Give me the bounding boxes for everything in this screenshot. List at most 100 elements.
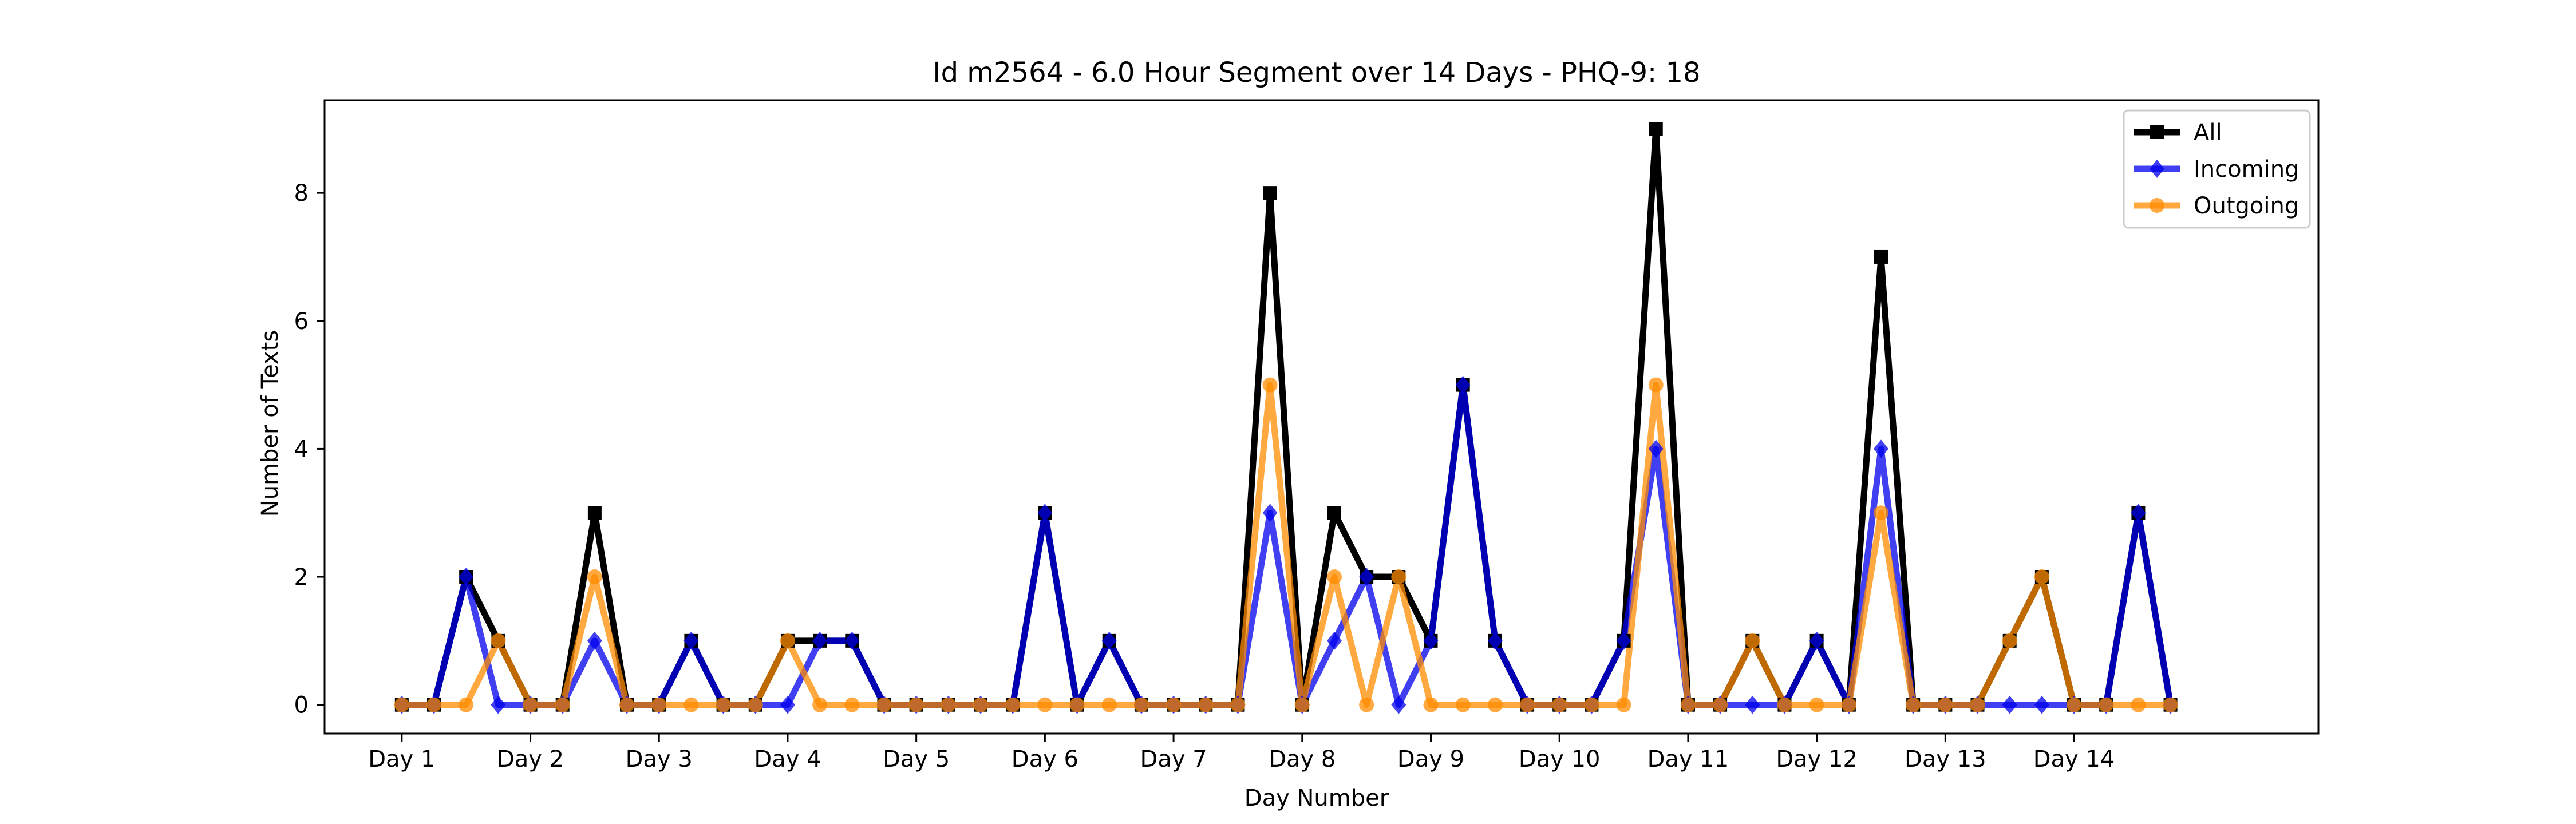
data-point-outgoing (941, 697, 956, 712)
data-point-outgoing (876, 697, 892, 712)
data-point-outgoing (1520, 697, 1535, 712)
data-point-all (1263, 186, 1277, 200)
data-point-outgoing (1455, 697, 1471, 712)
data-point-incoming (587, 631, 602, 650)
x-tick-label: Day 10 (1519, 746, 1601, 772)
data-point-outgoing (2131, 697, 2146, 712)
data-point-incoming (780, 695, 795, 714)
legend-label: Outgoing (2194, 193, 2299, 219)
data-point-incoming (812, 631, 828, 650)
data-point-incoming (1487, 631, 1503, 650)
data-point-outgoing (1391, 569, 1406, 585)
data-point-incoming (2034, 695, 2049, 714)
data-point-outgoing (683, 697, 699, 712)
data-point-all (1649, 122, 1663, 136)
x-tick-label: Day 7 (1140, 746, 1207, 772)
data-point-all (587, 506, 602, 520)
x-tick-label: Day 9 (1397, 746, 1464, 772)
x-tick-label: Day 2 (497, 746, 564, 772)
data-point-incoming (1101, 631, 1117, 650)
x-tick-label: Day 8 (1269, 746, 1336, 772)
data-point-outgoing (1294, 697, 1310, 712)
data-point-outgoing (1037, 697, 1053, 712)
data-point-outgoing (1198, 697, 1214, 712)
y-axis-label: Number of Texts (257, 330, 283, 517)
legend-label: All (2194, 120, 2222, 146)
x-axis-label: Day Number (1244, 785, 1389, 811)
data-point-incoming (1648, 439, 1664, 458)
data-point-outgoing (2163, 697, 2178, 712)
data-point-outgoing (716, 697, 731, 712)
data-point-outgoing (973, 697, 989, 712)
x-tick-label: Day 4 (754, 746, 821, 772)
x-tick-label: Day 3 (626, 746, 693, 772)
data-point-outgoing (1873, 505, 1888, 521)
data-point-outgoing (1648, 377, 1664, 393)
data-point-incoming (1391, 695, 1406, 714)
data-point-outgoing (1713, 697, 1728, 712)
data-point-outgoing (1326, 569, 1342, 585)
data-point-outgoing (780, 633, 795, 648)
legend-swatch-marker (2150, 125, 2164, 139)
data-point-outgoing (908, 697, 924, 712)
data-point-outgoing (523, 697, 538, 712)
data-point-outgoing (1777, 697, 1792, 712)
data-point-all (1874, 249, 1888, 264)
data-point-incoming (491, 695, 506, 714)
legend-box (2123, 109, 2311, 229)
data-point-outgoing (426, 697, 442, 712)
data-point-outgoing (1359, 697, 1374, 712)
y-tick-label: 6 (294, 308, 309, 335)
data-point-incoming (2002, 695, 2017, 714)
data-point-outgoing (1809, 697, 1824, 712)
data-point-outgoing (619, 697, 635, 712)
data-point-outgoing (1938, 697, 1953, 712)
data-point-outgoing (2099, 697, 2114, 712)
x-tick-label: Day 1 (368, 746, 435, 772)
data-point-all (1327, 506, 1341, 520)
data-point-outgoing (491, 633, 506, 648)
data-point-incoming (1809, 631, 1824, 650)
x-tick-label: Day 11 (1647, 746, 1729, 772)
data-point-incoming (2131, 504, 2146, 522)
data-point-outgoing (1841, 697, 1856, 712)
data-point-incoming (459, 568, 474, 587)
data-point-outgoing (748, 697, 763, 712)
x-tick-label: Day 5 (883, 746, 950, 772)
plot-area: Day 1 Day 2 Day 3 Day 4 Day 5 Day 6 Day 7 Day 8… (294, 99, 2320, 772)
plot-frame (323, 99, 2320, 735)
data-point-incoming (683, 631, 699, 650)
data-point-incoming (1455, 375, 1471, 394)
legend-label: Incoming (2194, 156, 2299, 183)
data-point-outgoing (459, 697, 474, 712)
data-point-outgoing (1423, 697, 1439, 712)
data-point-outgoing (1262, 377, 1278, 393)
data-point-outgoing (555, 697, 570, 712)
x-tick-label: Day 13 (1905, 746, 1986, 772)
data-point-outgoing (812, 697, 828, 712)
data-point-incoming (1616, 631, 1631, 650)
x-tick-label: Day 14 (2033, 746, 2115, 772)
legend-swatch-marker (2150, 160, 2164, 178)
data-point-outgoing (1005, 697, 1021, 712)
data-point-incoming (1262, 504, 1278, 522)
data-point-outgoing (2002, 633, 2017, 648)
y-tick-label: 0 (294, 692, 309, 719)
data-point-incoming (1326, 631, 1342, 650)
data-point-outgoing (1101, 697, 1117, 712)
y-tick-label: 8 (294, 180, 309, 207)
data-point-incoming (1423, 631, 1439, 650)
data-point-outgoing (1487, 697, 1503, 712)
data-point-incoming (844, 631, 860, 650)
data-point-incoming (1745, 695, 1760, 714)
data-point-outgoing (1166, 697, 1182, 712)
series-line-incoming (398, 382, 2174, 708)
data-point-outgoing (1552, 697, 1567, 712)
data-point-outgoing (1616, 697, 1631, 712)
data-point-outgoing (2067, 697, 2082, 712)
legend-swatch-marker (2150, 198, 2164, 213)
data-point-outgoing (394, 697, 409, 712)
data-point-outgoing (1230, 697, 1246, 712)
data-point-incoming (1873, 439, 1888, 458)
y-tick-label: 2 (294, 564, 309, 591)
